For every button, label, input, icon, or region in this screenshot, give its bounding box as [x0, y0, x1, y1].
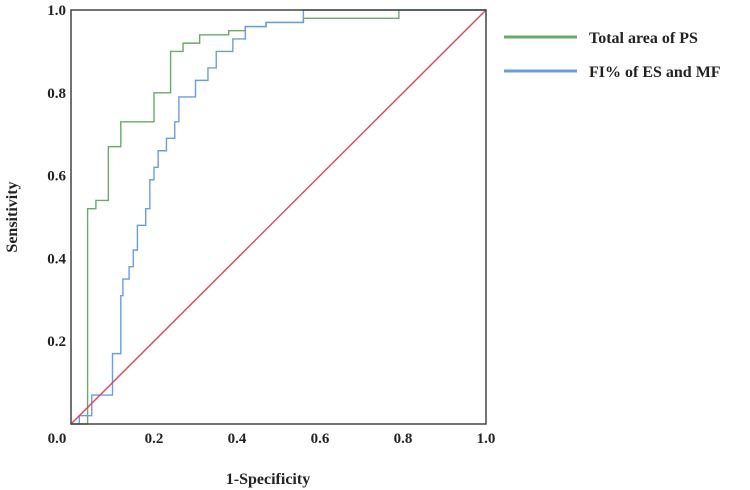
legend-label-fi-of-es-and-mf: FI% of ES and MF [589, 64, 721, 81]
series-layer [70, 9, 487, 425]
legend: Total area of PS FI% of ES and MF [504, 30, 721, 81]
x-axis-title: 1-Specificity [226, 471, 310, 488]
x-tick-label: 1.0 [477, 431, 496, 447]
series-line-fi-of-es-and-mf [71, 9, 486, 425]
y-axis-title: Sensitivity [4, 181, 21, 252]
x-tick-labels: 0.0 0.2 0.4 0.6 0.8 1.0 [48, 431, 496, 447]
plot-frame [70, 9, 487, 425]
x-tick-label: 0.0 [48, 431, 67, 447]
y-tick-label: 1.0 [47, 3, 66, 19]
y-tick-labels: 0.2 0.4 0.6 0.8 1.0 [47, 3, 66, 350]
x-tick-label: 0.6 [311, 431, 330, 447]
x-tick-label: 0.4 [228, 431, 247, 447]
y-tick-label: 0.4 [47, 251, 66, 267]
y-tick-label: 0.2 [47, 334, 66, 350]
series-line-reference-line [70, 9, 487, 425]
y-tick-label: 0.8 [47, 86, 66, 102]
x-tick-label: 0.8 [394, 431, 413, 447]
legend-label-total-area-of-ps: Total area of PS [589, 30, 698, 47]
x-tick-label: 0.2 [145, 431, 164, 447]
y-tick-label: 0.6 [47, 169, 66, 185]
